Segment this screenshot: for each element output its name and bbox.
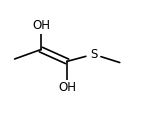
Text: OH: OH	[58, 81, 76, 94]
Text: OH: OH	[32, 19, 50, 32]
Text: S: S	[90, 48, 97, 61]
